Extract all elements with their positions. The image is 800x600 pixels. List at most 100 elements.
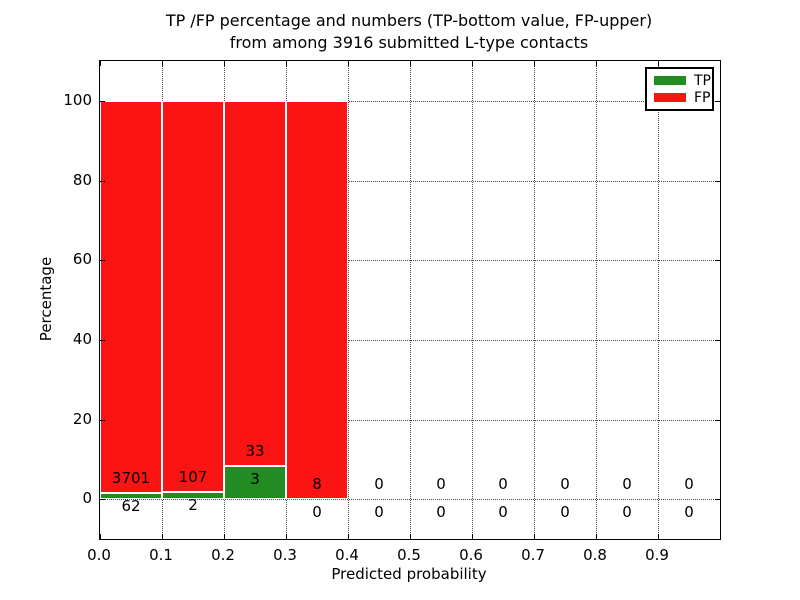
gridline-horizontal [100, 499, 720, 501]
fp-count-label: 0 [622, 475, 632, 494]
chart-title: TP /FP percentage and numbers (TP-bottom… [99, 10, 719, 54]
chart-title-line-2: from among 3916 submitted L-type contact… [229, 33, 589, 52]
y-tick-label: 40 [72, 329, 92, 348]
tp-count-label: 2 [188, 495, 198, 514]
legend: TP FP [645, 67, 714, 111]
y-tick-left [100, 100, 105, 102]
x-tick-top [410, 61, 411, 66]
x-tick-top [100, 61, 101, 66]
y-tick-label: 80 [72, 170, 92, 189]
fp-count-label: 0 [436, 475, 446, 494]
gridline-horizontal [100, 339, 720, 341]
bar-fp-segment [100, 100, 162, 493]
y-tick-right [715, 260, 720, 262]
fp-count-label: 8 [312, 475, 322, 494]
x-tick-top [348, 61, 349, 66]
x-tick-top [534, 61, 535, 66]
gridline-horizontal [100, 260, 720, 262]
x-tick-bottom [534, 534, 535, 539]
tp-count-label: 0 [498, 503, 508, 522]
bar-fp-segment [162, 100, 224, 492]
gridline-vertical [348, 61, 349, 539]
gridline-horizontal [100, 180, 720, 182]
tp-count-label: 3 [250, 469, 260, 488]
tp-count-label: 0 [622, 503, 632, 522]
tp-count-label: 0 [684, 503, 694, 522]
x-tick-bottom [596, 534, 597, 539]
x-tick-label: 0.5 [397, 546, 421, 564]
gridline-vertical [658, 61, 659, 539]
x-tick-label: 0.6 [459, 546, 483, 564]
x-tick-bottom [224, 534, 225, 539]
x-tick-label: 0.2 [211, 546, 235, 564]
bar-tp-segment [162, 491, 224, 500]
x-tick-bottom [348, 534, 349, 539]
x-tick-bottom [100, 534, 101, 539]
plot-area: 3701 62 107 2 33 3 8 0 0 0 0 0 0 0 0 0 0 0 0 0 [99, 60, 721, 540]
gridline-horizontal [100, 100, 720, 102]
tp-count-label: 0 [374, 503, 384, 522]
y-tick-label: 0 [82, 489, 92, 508]
y-tick-left [100, 499, 105, 501]
legend-label-tp: TP [694, 72, 711, 89]
y-tick-left [100, 419, 105, 421]
x-axis-label: Predicted probability [331, 565, 487, 583]
bar-fp-segment [286, 100, 348, 500]
gridline-vertical [472, 61, 473, 539]
x-tick-top [596, 61, 597, 66]
fp-color-swatch [654, 93, 686, 102]
fp-count-label: 0 [374, 475, 384, 494]
bar-fp-segment [224, 100, 286, 466]
x-tick-label: 0.1 [149, 546, 173, 564]
x-tick-top [224, 61, 225, 66]
fp-count-label: 107 [178, 467, 208, 486]
gridline-vertical [410, 61, 411, 539]
x-tick-label: 0.4 [335, 546, 359, 564]
x-tick-label: 0.8 [583, 546, 607, 564]
x-tick-bottom [658, 534, 659, 539]
tp-count-label: 0 [436, 503, 446, 522]
y-axis-label: Percentage [37, 256, 55, 342]
legend-entry-tp: TP [654, 74, 711, 88]
x-tick-top [162, 61, 163, 66]
fp-count-label: 3701 [111, 468, 151, 487]
x-tick-label: 0.7 [521, 546, 545, 564]
y-tick-left [100, 180, 105, 182]
gridline-vertical [534, 61, 535, 539]
y-tick-right [715, 499, 720, 501]
x-tick-bottom [472, 534, 473, 539]
legend-entry-fp: FP [654, 91, 711, 105]
y-tick-label: 60 [72, 250, 92, 269]
y-tick-left [100, 339, 105, 341]
y-tick-right [715, 419, 720, 421]
y-tick-right [715, 180, 720, 182]
fp-count-label: 0 [498, 475, 508, 494]
x-tick-bottom [286, 534, 287, 539]
chart-title-line-1: TP /FP percentage and numbers (TP-bottom… [165, 11, 653, 30]
bar-tp-segment [224, 465, 286, 500]
legend-label-fp: FP [694, 89, 711, 106]
tp-color-swatch [654, 76, 686, 85]
gridline-vertical [596, 61, 597, 539]
x-tick-bottom [162, 534, 163, 539]
y-tick-left [100, 260, 105, 262]
bar-tp-segment [100, 492, 162, 500]
tp-count-label: 0 [560, 503, 570, 522]
x-tick-bottom [410, 534, 411, 539]
y-tick-right [715, 339, 720, 341]
x-tick-top [658, 61, 659, 66]
tp-count-label: 62 [121, 496, 141, 515]
x-tick-top [472, 61, 473, 66]
y-tick-label: 100 [63, 90, 92, 109]
y-tick-right [715, 100, 720, 102]
y-tick-label: 20 [72, 409, 92, 428]
gridline-horizontal [100, 419, 720, 421]
x-tick-label: 0.9 [645, 546, 669, 564]
fp-count-label: 0 [684, 475, 694, 494]
x-tick-label: 0.0 [87, 546, 111, 564]
tp-count-label: 0 [312, 503, 322, 522]
x-tick-top [286, 61, 287, 66]
x-tick-label: 0.3 [273, 546, 297, 564]
fp-count-label: 0 [560, 475, 570, 494]
